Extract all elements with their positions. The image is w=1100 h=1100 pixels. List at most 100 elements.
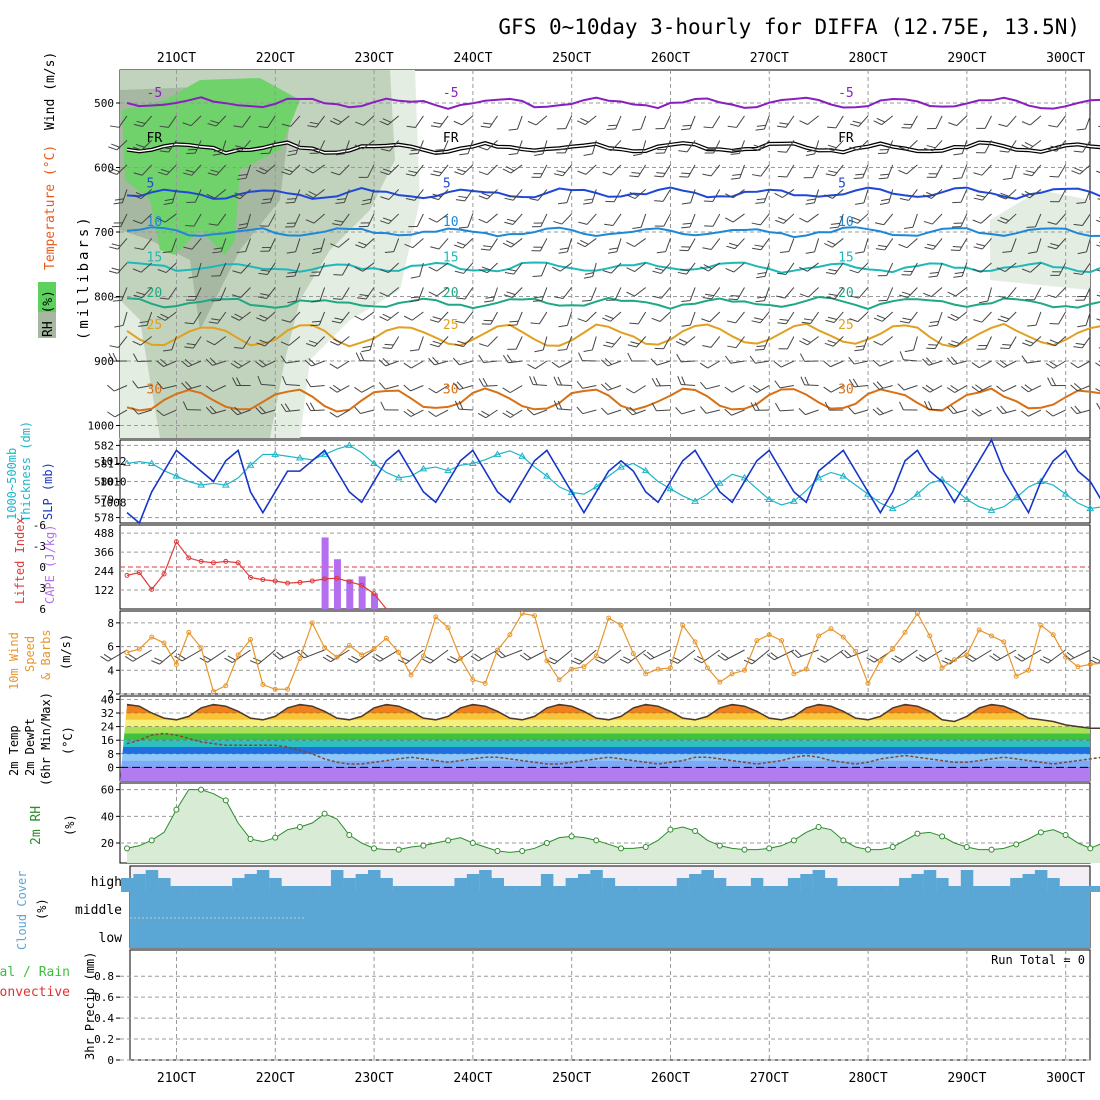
barb-feather <box>474 653 483 660</box>
barb-feather <box>751 174 761 177</box>
wind-barb <box>199 649 227 663</box>
thickness-point <box>1086 504 1095 512</box>
thickness-point <box>913 490 922 497</box>
isotherm-label: 25 <box>443 318 459 333</box>
barb-feather <box>632 128 642 131</box>
wind-barb <box>410 262 424 279</box>
barb-feather <box>1096 294 1100 299</box>
barb-shaft <box>140 336 153 346</box>
wind-barb <box>258 262 276 276</box>
barb-feather <box>207 122 217 127</box>
barb-feather <box>508 153 518 156</box>
barb-feather <box>558 148 568 150</box>
barb-feather <box>730 152 740 155</box>
wind-barb <box>700 406 720 414</box>
barb-feather <box>898 243 908 249</box>
top-date-label: 21OCT <box>157 51 196 66</box>
barb-shaft <box>961 164 968 179</box>
barb-feather <box>971 386 980 393</box>
wind-barb <box>997 189 1017 200</box>
barb-shaft <box>681 409 696 415</box>
barb-shaft <box>341 262 350 276</box>
wind-barb <box>157 164 177 176</box>
thickness-point <box>172 472 181 479</box>
cloud-high-cell <box>318 886 332 892</box>
wind-speed-point <box>1013 673 1019 679</box>
barb-feather <box>583 275 593 279</box>
barb-feather <box>952 201 962 204</box>
wind-barb <box>372 649 399 662</box>
barb-shaft <box>903 385 918 391</box>
barb-feather <box>901 291 911 296</box>
barb-feather <box>897 383 905 391</box>
barb-feather <box>384 343 394 346</box>
barb-shaft <box>834 287 844 300</box>
barb-feather <box>852 120 862 124</box>
barb-shaft <box>1031 164 1042 177</box>
barb-feather <box>506 291 516 296</box>
barb-feather <box>817 657 826 663</box>
barb-shaft <box>1008 336 1017 349</box>
barb-shaft <box>215 115 227 127</box>
barb-feather <box>989 655 998 662</box>
rh2-point <box>716 842 723 849</box>
barb-feather <box>310 324 320 327</box>
cloud-high-cell <box>664 886 677 892</box>
barb-shaft <box>632 409 646 416</box>
barb-shaft <box>788 238 795 252</box>
barb-shaft <box>1003 360 1017 368</box>
barb-feather <box>533 246 543 248</box>
wind-barb <box>557 189 573 205</box>
barb-feather <box>211 299 221 302</box>
barb-feather <box>506 194 516 198</box>
barb-feather <box>898 169 907 175</box>
barb-feather <box>354 406 361 414</box>
barb-shaft <box>736 115 745 128</box>
barb-feather <box>111 267 121 271</box>
wind-barb <box>480 115 498 128</box>
wind-barb <box>111 213 128 228</box>
barb-feather <box>681 128 691 131</box>
barb-feather <box>454 343 464 348</box>
barb-shaft <box>310 385 325 388</box>
barb-feather <box>333 117 342 123</box>
li-line <box>126 540 387 610</box>
barb-shaft <box>786 164 795 178</box>
barb-feather <box>258 126 268 129</box>
wind-barb <box>1095 388 1100 394</box>
wind10-unit: (m/s) <box>59 634 73 670</box>
barb-feather <box>676 353 682 363</box>
wind-barb <box>700 262 721 272</box>
barb-feather <box>470 655 479 662</box>
barb-feather <box>109 246 119 250</box>
barb-shaft <box>313 213 325 224</box>
barb-feather <box>527 363 536 370</box>
wind-barb <box>872 407 893 416</box>
barb-shaft <box>116 164 128 175</box>
wind-speed-point <box>519 610 525 616</box>
wind-barb <box>728 287 745 301</box>
barb-feather <box>601 383 609 391</box>
wind-barb <box>361 336 375 353</box>
barb-feather <box>650 358 658 366</box>
barb-shaft <box>416 213 424 227</box>
wind-barb <box>507 336 523 350</box>
barb-feather <box>354 266 363 272</box>
barb-shaft <box>338 238 350 248</box>
barb-feather <box>234 346 244 349</box>
wind-barb <box>108 352 128 362</box>
barb-feather <box>899 320 909 324</box>
barb-feather <box>1076 201 1086 204</box>
wind-barb <box>208 311 227 324</box>
barb-shaft <box>763 336 770 350</box>
wind-barb <box>1045 409 1066 417</box>
pressure-tick-label: 800 <box>94 291 114 304</box>
wind-barb <box>230 360 251 369</box>
wind-barb <box>800 376 819 387</box>
wind-barb <box>556 115 573 130</box>
wind-barb <box>322 649 350 663</box>
barb-feather <box>828 170 838 174</box>
cloud-high-cell <box>1034 870 1048 892</box>
barb-feather <box>552 266 561 272</box>
